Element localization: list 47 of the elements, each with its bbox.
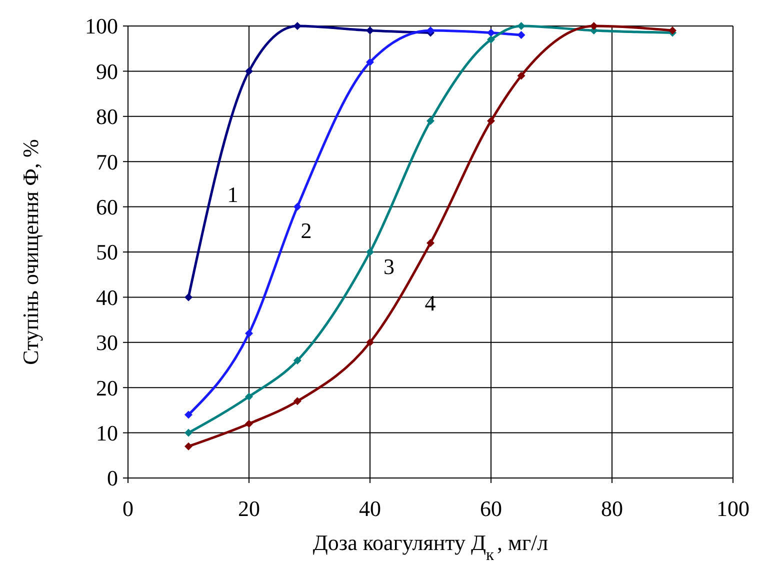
y-tick-label: 50: [96, 240, 118, 265]
point: [184, 442, 192, 450]
y-tick-label: 0: [107, 466, 118, 491]
y-tick-label: 40: [96, 284, 118, 310]
point: [245, 420, 253, 428]
point: [245, 392, 253, 401]
point: [293, 397, 302, 406]
y-tick-label: 90: [96, 58, 118, 84]
point: [184, 410, 192, 419]
point: [590, 22, 598, 30]
series-label: 2: [300, 218, 312, 244]
point: [366, 58, 374, 66]
x-tick-label: 0: [122, 496, 134, 521]
point: [517, 22, 526, 30]
y-tick-label: 30: [96, 330, 118, 356]
x-axis-title: Доза коагулянту Д$_{к}$, мг/л: [312, 530, 548, 564]
x-tick-label: 100: [716, 496, 750, 521]
x-tick-label: 40: [359, 496, 381, 521]
series-label: 4: [424, 290, 436, 316]
series-label: 1: [227, 182, 238, 207]
point: [366, 338, 374, 346]
point: [184, 293, 192, 302]
point: [487, 36, 495, 44]
x-tick-label: 60: [480, 496, 502, 521]
point: [184, 428, 192, 437]
point: [517, 31, 526, 40]
series-label: 3: [383, 254, 394, 280]
y-axis-title: Ступінь очищення Ф, %: [18, 139, 43, 365]
point: [366, 26, 374, 35]
y-tick-label: 80: [96, 104, 118, 130]
point: [245, 329, 253, 338]
point: [426, 116, 434, 125]
point: [517, 72, 526, 80]
point: [293, 356, 302, 364]
y-tick-label: 60: [96, 194, 118, 220]
y-tick-label: 20: [96, 375, 118, 400]
point: [293, 202, 302, 211]
x-tick-label: 80: [601, 496, 623, 521]
y-tick-label: 10: [96, 420, 118, 446]
x-tick-label: 20: [238, 496, 260, 521]
point: [426, 238, 434, 247]
point: [245, 67, 253, 76]
point: [366, 248, 374, 256]
y-tick-label: 100: [85, 14, 118, 39]
point: [487, 116, 495, 125]
y-tick-label: 70: [96, 149, 118, 174]
point: [487, 28, 495, 37]
